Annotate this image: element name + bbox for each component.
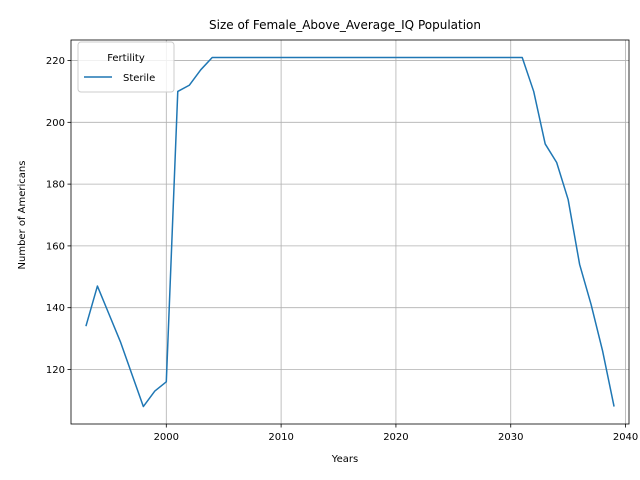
plot-frame xyxy=(70,39,630,425)
y-tick-label: 140 xyxy=(46,303,65,314)
series-group xyxy=(85,56,615,408)
y-tick-label: 180 xyxy=(46,180,65,191)
y-tick-label: 120 xyxy=(46,365,65,376)
y-tick-label: 220 xyxy=(46,56,65,67)
x-tick-label: 2030 xyxy=(498,432,523,443)
x-axis: 2000 2010 2020 2030 2040 xyxy=(154,424,638,443)
y-tick-label: 160 xyxy=(46,241,65,252)
legend-label-sterile: Sterile xyxy=(123,73,155,84)
chart-title: Size of Female_Above_Average_IQ Populati… xyxy=(209,18,481,32)
legend: Fertility Sterile xyxy=(77,41,175,93)
x-tick-label: 2020 xyxy=(383,432,408,443)
grid-lines xyxy=(71,40,629,424)
legend-box xyxy=(77,41,175,93)
y-tick-label: 200 xyxy=(46,118,65,129)
x-axis-label: Years xyxy=(331,454,358,465)
series-line-sterile xyxy=(85,56,615,408)
legend-title: Fertility xyxy=(107,53,145,64)
x-tick-label: 2040 xyxy=(613,432,638,443)
y-axis: 120 140 160 180 200 220 xyxy=(46,56,71,376)
y-axis-label: Number of Americans xyxy=(17,161,28,270)
x-tick-label: 2010 xyxy=(268,432,293,443)
plot-area xyxy=(71,40,629,424)
x-tick-label: 2000 xyxy=(154,432,179,443)
